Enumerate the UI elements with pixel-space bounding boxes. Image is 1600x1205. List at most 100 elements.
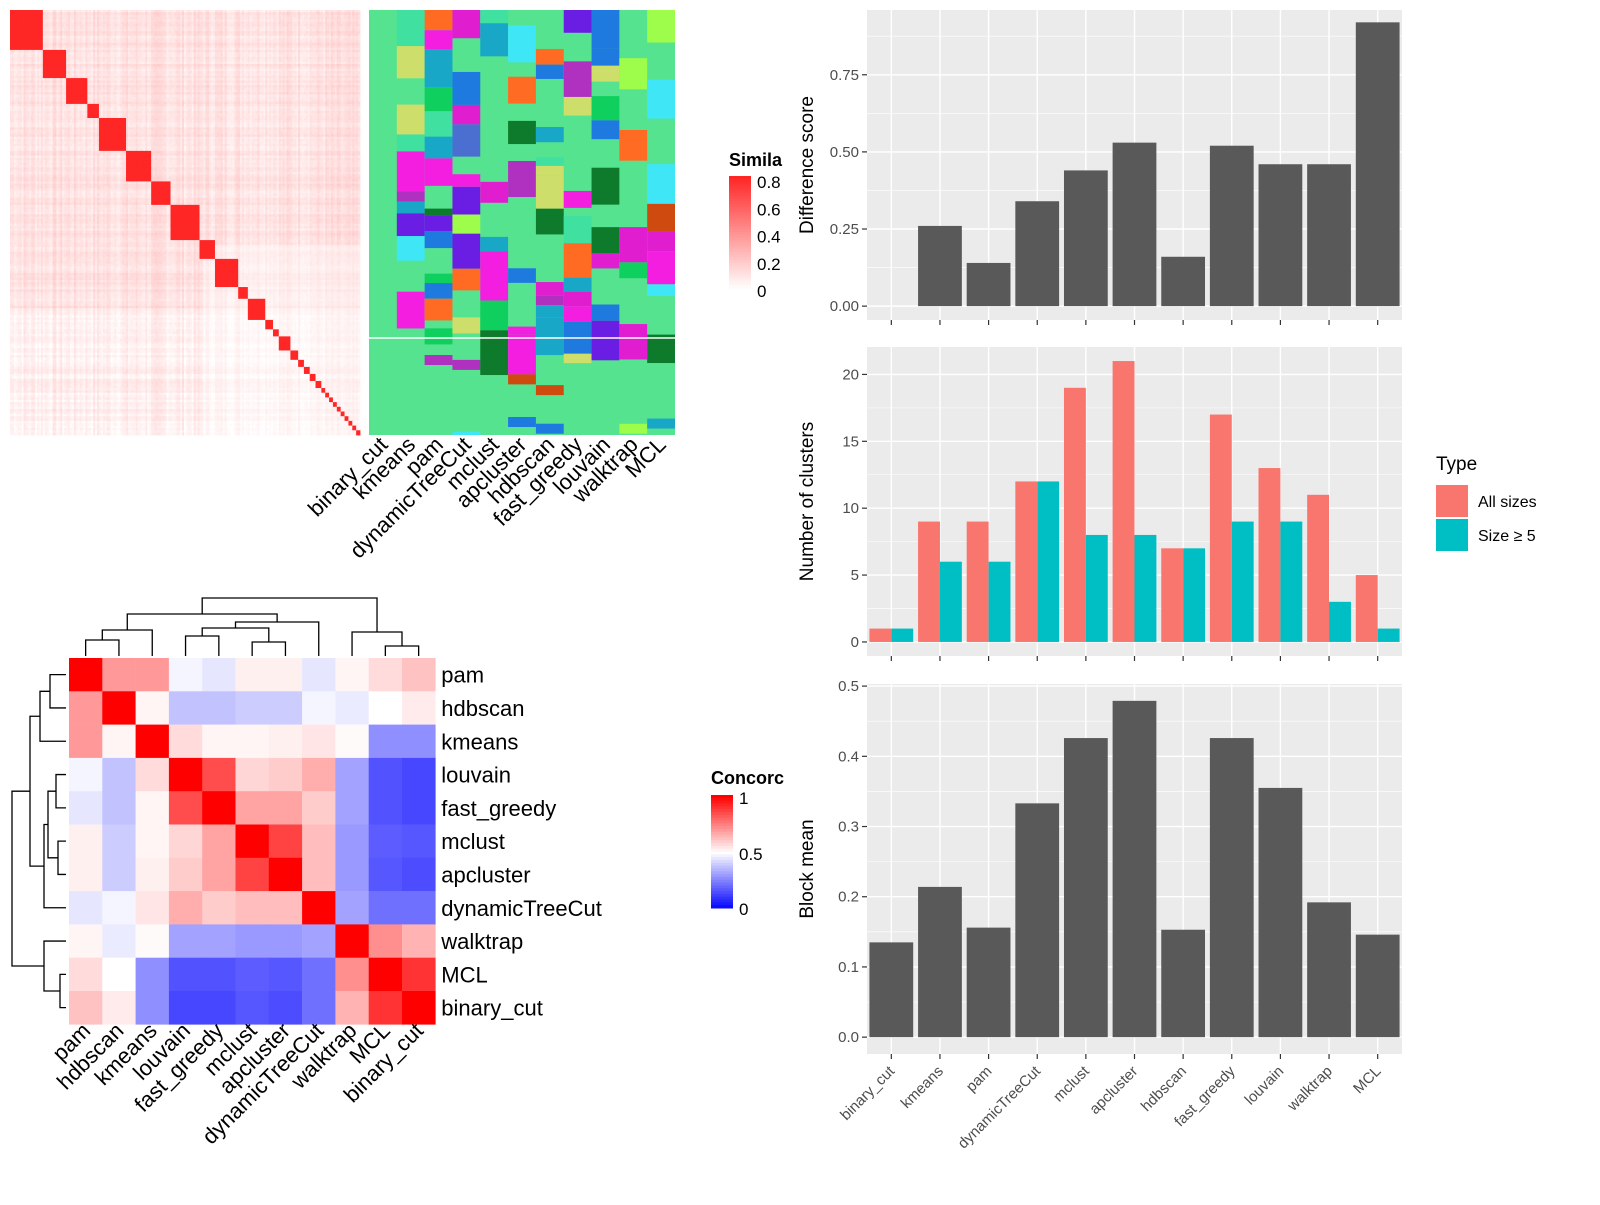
similarity-cell [31, 21, 34, 25]
similarity-cell [232, 14, 235, 18]
similarity-cell [37, 17, 40, 20]
similarity-cell [303, 26, 307, 30]
similarity-cell [282, 28, 285, 32]
similarity-cell [234, 26, 237, 30]
similarity-cell [60, 26, 63, 30]
similarity-cell [238, 10, 241, 13]
similarity-cell [307, 10, 311, 13]
similarity-cell [197, 14, 200, 18]
similarity-cell [184, 24, 187, 27]
similarity-cell [62, 33, 65, 37]
similarity-cell [40, 24, 44, 27]
similarity-cell [253, 10, 256, 13]
similarity-cell [315, 10, 318, 13]
similarity-cell [294, 26, 297, 30]
similarity-cell [205, 17, 208, 20]
similarity-cell [240, 21, 243, 25]
similarity-cell [66, 28, 69, 32]
similarity-cell [329, 24, 332, 27]
similarity-cell [73, 21, 77, 25]
similarity-cell [164, 12, 168, 16]
similarity-cell [245, 31, 249, 34]
similarity-cell [243, 28, 247, 32]
similarity-cell [110, 24, 113, 27]
similarity-cell [294, 12, 297, 16]
similarity-cell [325, 12, 328, 16]
similarity-cell [334, 14, 338, 18]
similarity-cell [222, 10, 226, 13]
similarity-cell [224, 31, 227, 34]
similarity-cell [151, 10, 154, 13]
similarity-cell [166, 24, 169, 27]
similarity-cell [79, 14, 82, 18]
similarity-cell [203, 24, 206, 27]
similarity-cell [265, 19, 268, 23]
similarity-cell [346, 26, 349, 30]
similarity-cell [284, 24, 287, 27]
similarity-cell [151, 19, 154, 23]
similarity-cell [315, 26, 318, 30]
similarity-cell [348, 21, 351, 25]
similarity-cell [226, 28, 229, 32]
similarity-cell [112, 33, 115, 37]
similarity-cell [85, 14, 88, 18]
similarity-cell [282, 31, 285, 34]
similarity-cell [35, 19, 38, 23]
similarity-cell [272, 12, 276, 16]
similarity-cell [13, 21, 17, 25]
similarity-cell [334, 28, 338, 32]
similarity-cell [259, 19, 262, 23]
similarity-cell [33, 26, 36, 30]
similarity-cell [332, 31, 336, 34]
similarity-cell [62, 28, 65, 32]
similarity-cell [37, 19, 40, 23]
similarity-cell [290, 28, 293, 32]
similarity-cell [290, 26, 293, 30]
similarity-cell [319, 17, 322, 20]
similarity-cell [97, 14, 100, 18]
similarity-cell [261, 10, 264, 13]
similarity-cell [139, 12, 142, 16]
similarity-cell [340, 12, 343, 16]
similarity-cell [325, 19, 328, 23]
similarity-cell [274, 28, 278, 32]
similarity-cell [17, 26, 21, 30]
similarity-cell [48, 31, 51, 34]
similarity-cell [278, 31, 282, 34]
similarity-cell [276, 31, 280, 34]
similarity-cell [23, 26, 26, 30]
similarity-cell [214, 14, 218, 18]
similarity-cell [11, 12, 15, 16]
similarity-cell [73, 26, 77, 30]
similarity-cell [44, 14, 48, 18]
similarity-cell [124, 19, 127, 23]
similarity-cell [197, 17, 200, 20]
similarity-cell [116, 14, 119, 18]
similarity-cell [226, 31, 229, 34]
similarity-cell [284, 21, 287, 25]
similarity-cell [178, 19, 181, 23]
similarity-cell [207, 14, 210, 18]
similarity-cell [89, 19, 92, 23]
similarity-cell [323, 19, 326, 23]
similarity-cell [300, 10, 303, 13]
similarity-cell [91, 12, 94, 16]
similarity-cell [172, 24, 175, 27]
similarity-cell [272, 26, 276, 30]
similarity-cell [168, 19, 171, 23]
similarity-cell [120, 33, 123, 37]
similarity-cell [180, 19, 183, 23]
similarity-cell [124, 33, 127, 37]
similarity-cell [274, 26, 278, 30]
similarity-cell [336, 26, 340, 30]
similarity-cell [201, 12, 204, 16]
similarity-cell [52, 10, 55, 13]
similarity-cell [145, 14, 148, 18]
similarity-cell [249, 19, 253, 23]
similarity-cell [15, 14, 19, 18]
similarity-cell [97, 26, 100, 30]
similarity-cell [60, 21, 63, 25]
similarity-cell [224, 28, 227, 32]
similarity-cell [240, 10, 243, 13]
